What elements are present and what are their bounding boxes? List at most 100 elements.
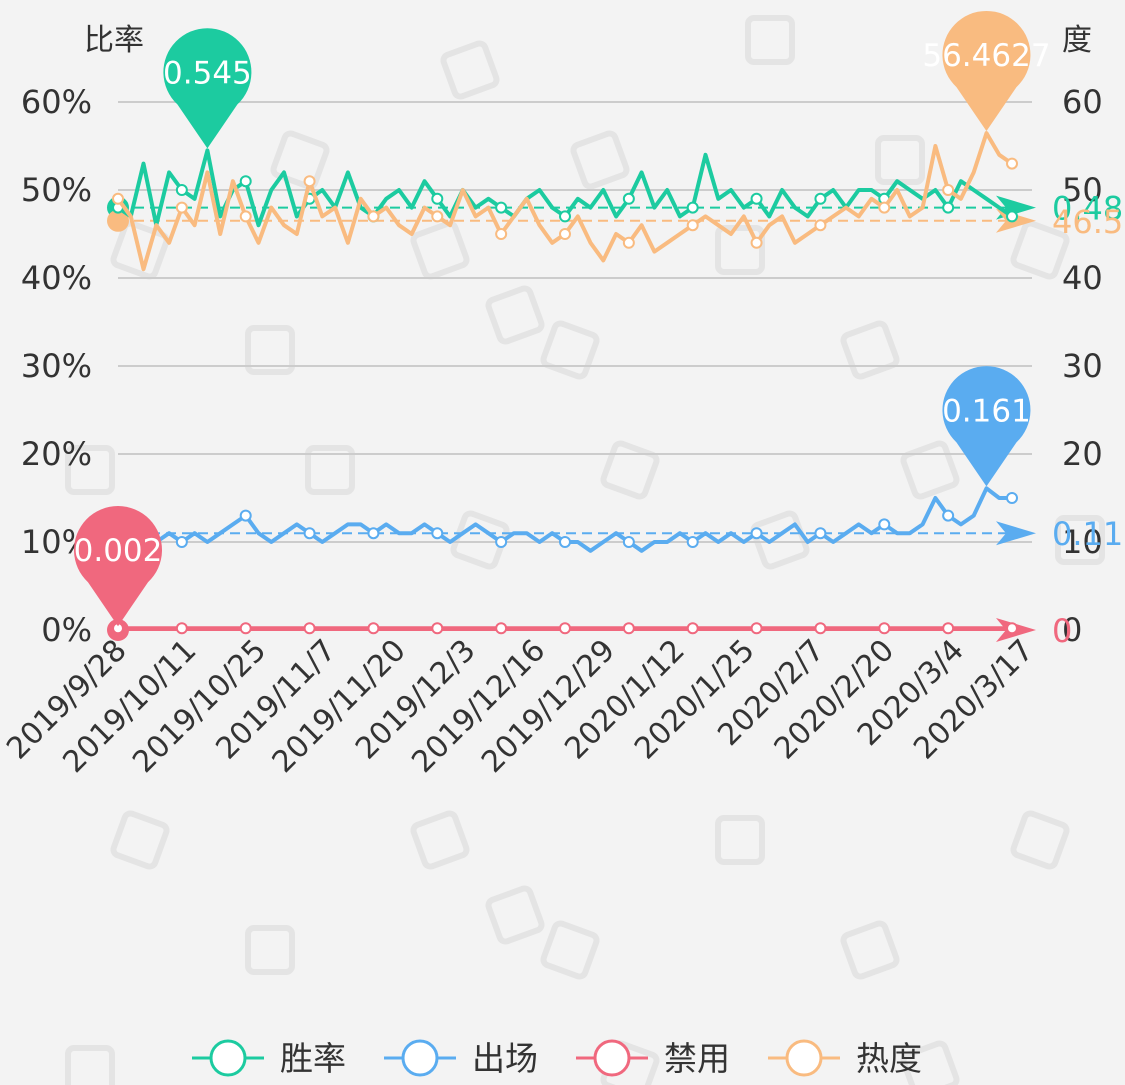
data-point[interactable] xyxy=(878,201,891,214)
data-point[interactable] xyxy=(814,527,827,540)
right-axis-label: 度 xyxy=(1062,23,1092,58)
watermark-icon xyxy=(900,440,960,500)
data-point[interactable] xyxy=(814,622,827,635)
data-point[interactable] xyxy=(239,210,252,223)
data-point[interactable] xyxy=(622,536,635,548)
watermark-icon xyxy=(245,325,295,375)
data-point[interactable] xyxy=(175,536,188,548)
markline-value-label: 0.48 xyxy=(1052,190,1123,228)
watermark-layer xyxy=(65,15,1105,1085)
legend-swatch-marker[interactable] xyxy=(209,1039,247,1077)
max-pin-label: 0.002 xyxy=(74,533,163,569)
watermark-icon xyxy=(410,810,470,870)
legend-label[interactable]: 禁用 xyxy=(664,1039,730,1078)
data-point[interactable] xyxy=(622,236,635,249)
max-pin-label: 0.545 xyxy=(163,55,252,91)
legend: 胜率 出场 禁用 热度 xyxy=(192,1039,922,1078)
data-point[interactable] xyxy=(878,622,891,635)
data-point[interactable] xyxy=(367,527,380,540)
data-point[interactable] xyxy=(175,184,188,196)
watermark-icon xyxy=(245,925,295,975)
watermark-icon xyxy=(440,40,500,100)
data-point[interactable] xyxy=(1006,157,1018,170)
watermark-icon xyxy=(1055,515,1105,565)
data-point[interactable] xyxy=(750,236,763,249)
data-point[interactable] xyxy=(622,192,635,205)
watermark-icon xyxy=(1010,220,1070,280)
data-point[interactable] xyxy=(559,622,571,635)
watermark-icon xyxy=(485,885,545,945)
data-point[interactable] xyxy=(303,527,316,540)
data-point[interactable] xyxy=(1006,210,1018,223)
data-point[interactable] xyxy=(942,622,955,635)
data-point[interactable] xyxy=(495,622,508,635)
legend-label[interactable]: 胜率 xyxy=(280,1039,346,1078)
data-point[interactable] xyxy=(686,219,699,232)
data-point[interactable] xyxy=(686,622,699,635)
data-point[interactable] xyxy=(559,228,571,240)
watermark-icon xyxy=(485,285,545,345)
data-point[interactable] xyxy=(814,192,827,205)
max-pin xyxy=(74,506,162,627)
data-point[interactable] xyxy=(750,527,763,540)
data-point[interactable] xyxy=(942,201,955,214)
max-pin-label: 0.161 xyxy=(942,393,1031,429)
watermark-icon xyxy=(900,1040,960,1085)
right-tick-label: 40 xyxy=(1062,259,1103,297)
watermark-icon xyxy=(410,220,470,280)
data-point[interactable] xyxy=(495,536,508,548)
watermark-icon xyxy=(715,815,765,865)
right-tick-label: 30 xyxy=(1062,347,1103,385)
data-point[interactable] xyxy=(239,175,252,188)
data-point[interactable] xyxy=(750,622,763,635)
data-point[interactable] xyxy=(1006,622,1018,635)
data-point[interactable] xyxy=(303,622,316,635)
data-point[interactable] xyxy=(239,509,252,522)
data-point[interactable] xyxy=(303,175,316,188)
data-point[interactable] xyxy=(495,201,508,214)
legend-swatch-marker[interactable] xyxy=(785,1039,823,1077)
watermark-icon xyxy=(840,320,900,380)
data-point[interactable] xyxy=(559,210,571,223)
legend-swatch-marker[interactable] xyxy=(401,1039,439,1077)
data-point[interactable] xyxy=(559,536,571,548)
data-point[interactable] xyxy=(622,622,635,635)
data-point[interactable] xyxy=(367,210,380,223)
data-point[interactable] xyxy=(431,622,444,635)
data-point[interactable] xyxy=(686,201,699,214)
data-point[interactable] xyxy=(1006,492,1018,504)
data-point[interactable] xyxy=(431,527,444,540)
data-point[interactable] xyxy=(495,228,508,240)
data-point[interactable] xyxy=(367,622,380,635)
watermark-icon xyxy=(540,320,600,380)
data-point[interactable] xyxy=(878,518,891,531)
data-point[interactable] xyxy=(175,622,188,635)
legend-swatch-marker[interactable] xyxy=(593,1039,631,1077)
watermark-icon xyxy=(65,1045,115,1085)
legend-label[interactable]: 热度 xyxy=(856,1039,922,1078)
left-tick-label: 0% xyxy=(41,611,92,649)
data-point[interactable] xyxy=(814,219,827,232)
max-pin xyxy=(942,366,1031,487)
watermark-icon xyxy=(110,810,170,870)
data-point[interactable] xyxy=(942,509,955,522)
max-pin xyxy=(942,10,1031,132)
watermark-icon xyxy=(570,130,630,190)
data-point[interactable] xyxy=(239,622,252,635)
legend-label[interactable]: 出场 xyxy=(472,1039,538,1078)
watermark-icon xyxy=(110,220,170,280)
data-point[interactable] xyxy=(431,210,444,223)
watermark-icon xyxy=(840,920,900,980)
data-point[interactable] xyxy=(431,192,444,205)
markline-arrow xyxy=(996,521,1036,546)
max-pin-label: 56.4627 xyxy=(922,38,1050,74)
data-point[interactable] xyxy=(686,536,699,548)
markline-value-label: 46.5 xyxy=(1052,203,1123,241)
data-point[interactable] xyxy=(942,184,955,196)
right-tick-label: 60 xyxy=(1062,83,1103,121)
data-point[interactable] xyxy=(175,201,188,214)
data-point[interactable] xyxy=(112,192,124,205)
data-point[interactable] xyxy=(750,192,763,205)
